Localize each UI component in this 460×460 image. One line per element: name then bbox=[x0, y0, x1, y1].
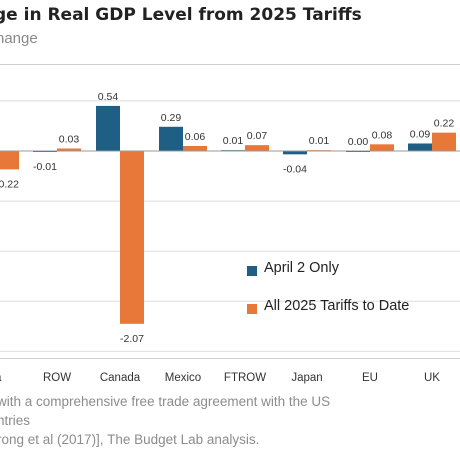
category-label-mexico: Mexico bbox=[165, 372, 201, 384]
data-label-all-2025-tariffs-to-date-eu: 0.08 bbox=[372, 129, 393, 141]
data-label-all-2025-tariffs-to-date-uk: 0.22 bbox=[434, 118, 455, 130]
data-label-all-2025-tariffs-to-date-na: -0.22 bbox=[0, 178, 19, 190]
data-label-april-2-only-row: -0.01 bbox=[33, 161, 57, 173]
data-label-all-2025-tariffs-to-date-canada: -2.07 bbox=[120, 333, 144, 345]
data-label-all-2025-tariffs-to-date-ftrow: 0.07 bbox=[247, 130, 268, 142]
category-label-ftrow: FTROW bbox=[224, 372, 266, 384]
category-label-canada: Canada bbox=[100, 372, 141, 384]
data-label-all-2025-tariffs-to-date-row: 0.03 bbox=[59, 133, 80, 145]
bar-april-2-only-uk bbox=[408, 143, 432, 151]
legend-label-all-2025: All 2025 Tariffs to Date bbox=[264, 298, 410, 314]
bar-april-2-only-japan bbox=[283, 151, 307, 155]
chart-subtitle: hange bbox=[0, 30, 38, 47]
data-label-april-2-only-canada: 0.54 bbox=[98, 91, 119, 103]
data-label-all-2025-tariffs-to-date-mexico: 0.06 bbox=[185, 131, 206, 143]
bottom-rule bbox=[0, 358, 460, 359]
category-label-japan: Japan bbox=[291, 372, 322, 384]
data-label-april-2-only-eu: 0.00 bbox=[348, 136, 369, 148]
note-line-3: rong et al (2017)], The Budget Lab analy… bbox=[0, 432, 260, 447]
bar-all-2025-tariffs-to-date-canada bbox=[120, 151, 144, 324]
bar-all-2025-tariffs-to-date-na bbox=[0, 151, 19, 170]
legend-swatch-all-2025 bbox=[247, 304, 257, 314]
note-line-2: ntries bbox=[0, 413, 31, 428]
note-line-1: with a comprehensive free trade agreemen… bbox=[0, 394, 331, 409]
data-label-april-2-only-ftrow: 0.01 bbox=[223, 135, 244, 147]
data-label-april-2-only-mexico: 0.29 bbox=[161, 112, 182, 124]
bar-all-2025-tariffs-to-date-ftrow bbox=[245, 145, 269, 151]
data-label-april-2-only-uk: 0.09 bbox=[410, 128, 431, 140]
bar-april-2-only-canada bbox=[96, 105, 120, 151]
bar-all-2025-tariffs-to-date-uk bbox=[432, 132, 456, 151]
category-label-na: na bbox=[0, 372, 2, 384]
category-label-eu: EU bbox=[362, 372, 378, 384]
legend-label-april2: April 2 Only bbox=[264, 260, 339, 276]
category-label-uk: UK bbox=[424, 372, 440, 384]
bar-all-2025-tariffs-to-date-mexico bbox=[183, 145, 207, 151]
top-rule bbox=[0, 64, 460, 65]
bar-april-2-only-mexico bbox=[159, 126, 183, 151]
chart-title: ge in Real GDP Level from 2025 Tariffs bbox=[0, 5, 362, 25]
data-label-april-2-only-japan: -0.04 bbox=[283, 163, 307, 175]
bar-all-2025-tariffs-to-date-row bbox=[57, 148, 81, 151]
bar-all-2025-tariffs-to-date-eu bbox=[370, 144, 394, 151]
category-label-row: ROW bbox=[43, 372, 71, 384]
data-label-all-2025-tariffs-to-date-japan: 0.01 bbox=[309, 135, 330, 147]
legend-swatch-april2 bbox=[247, 266, 257, 276]
